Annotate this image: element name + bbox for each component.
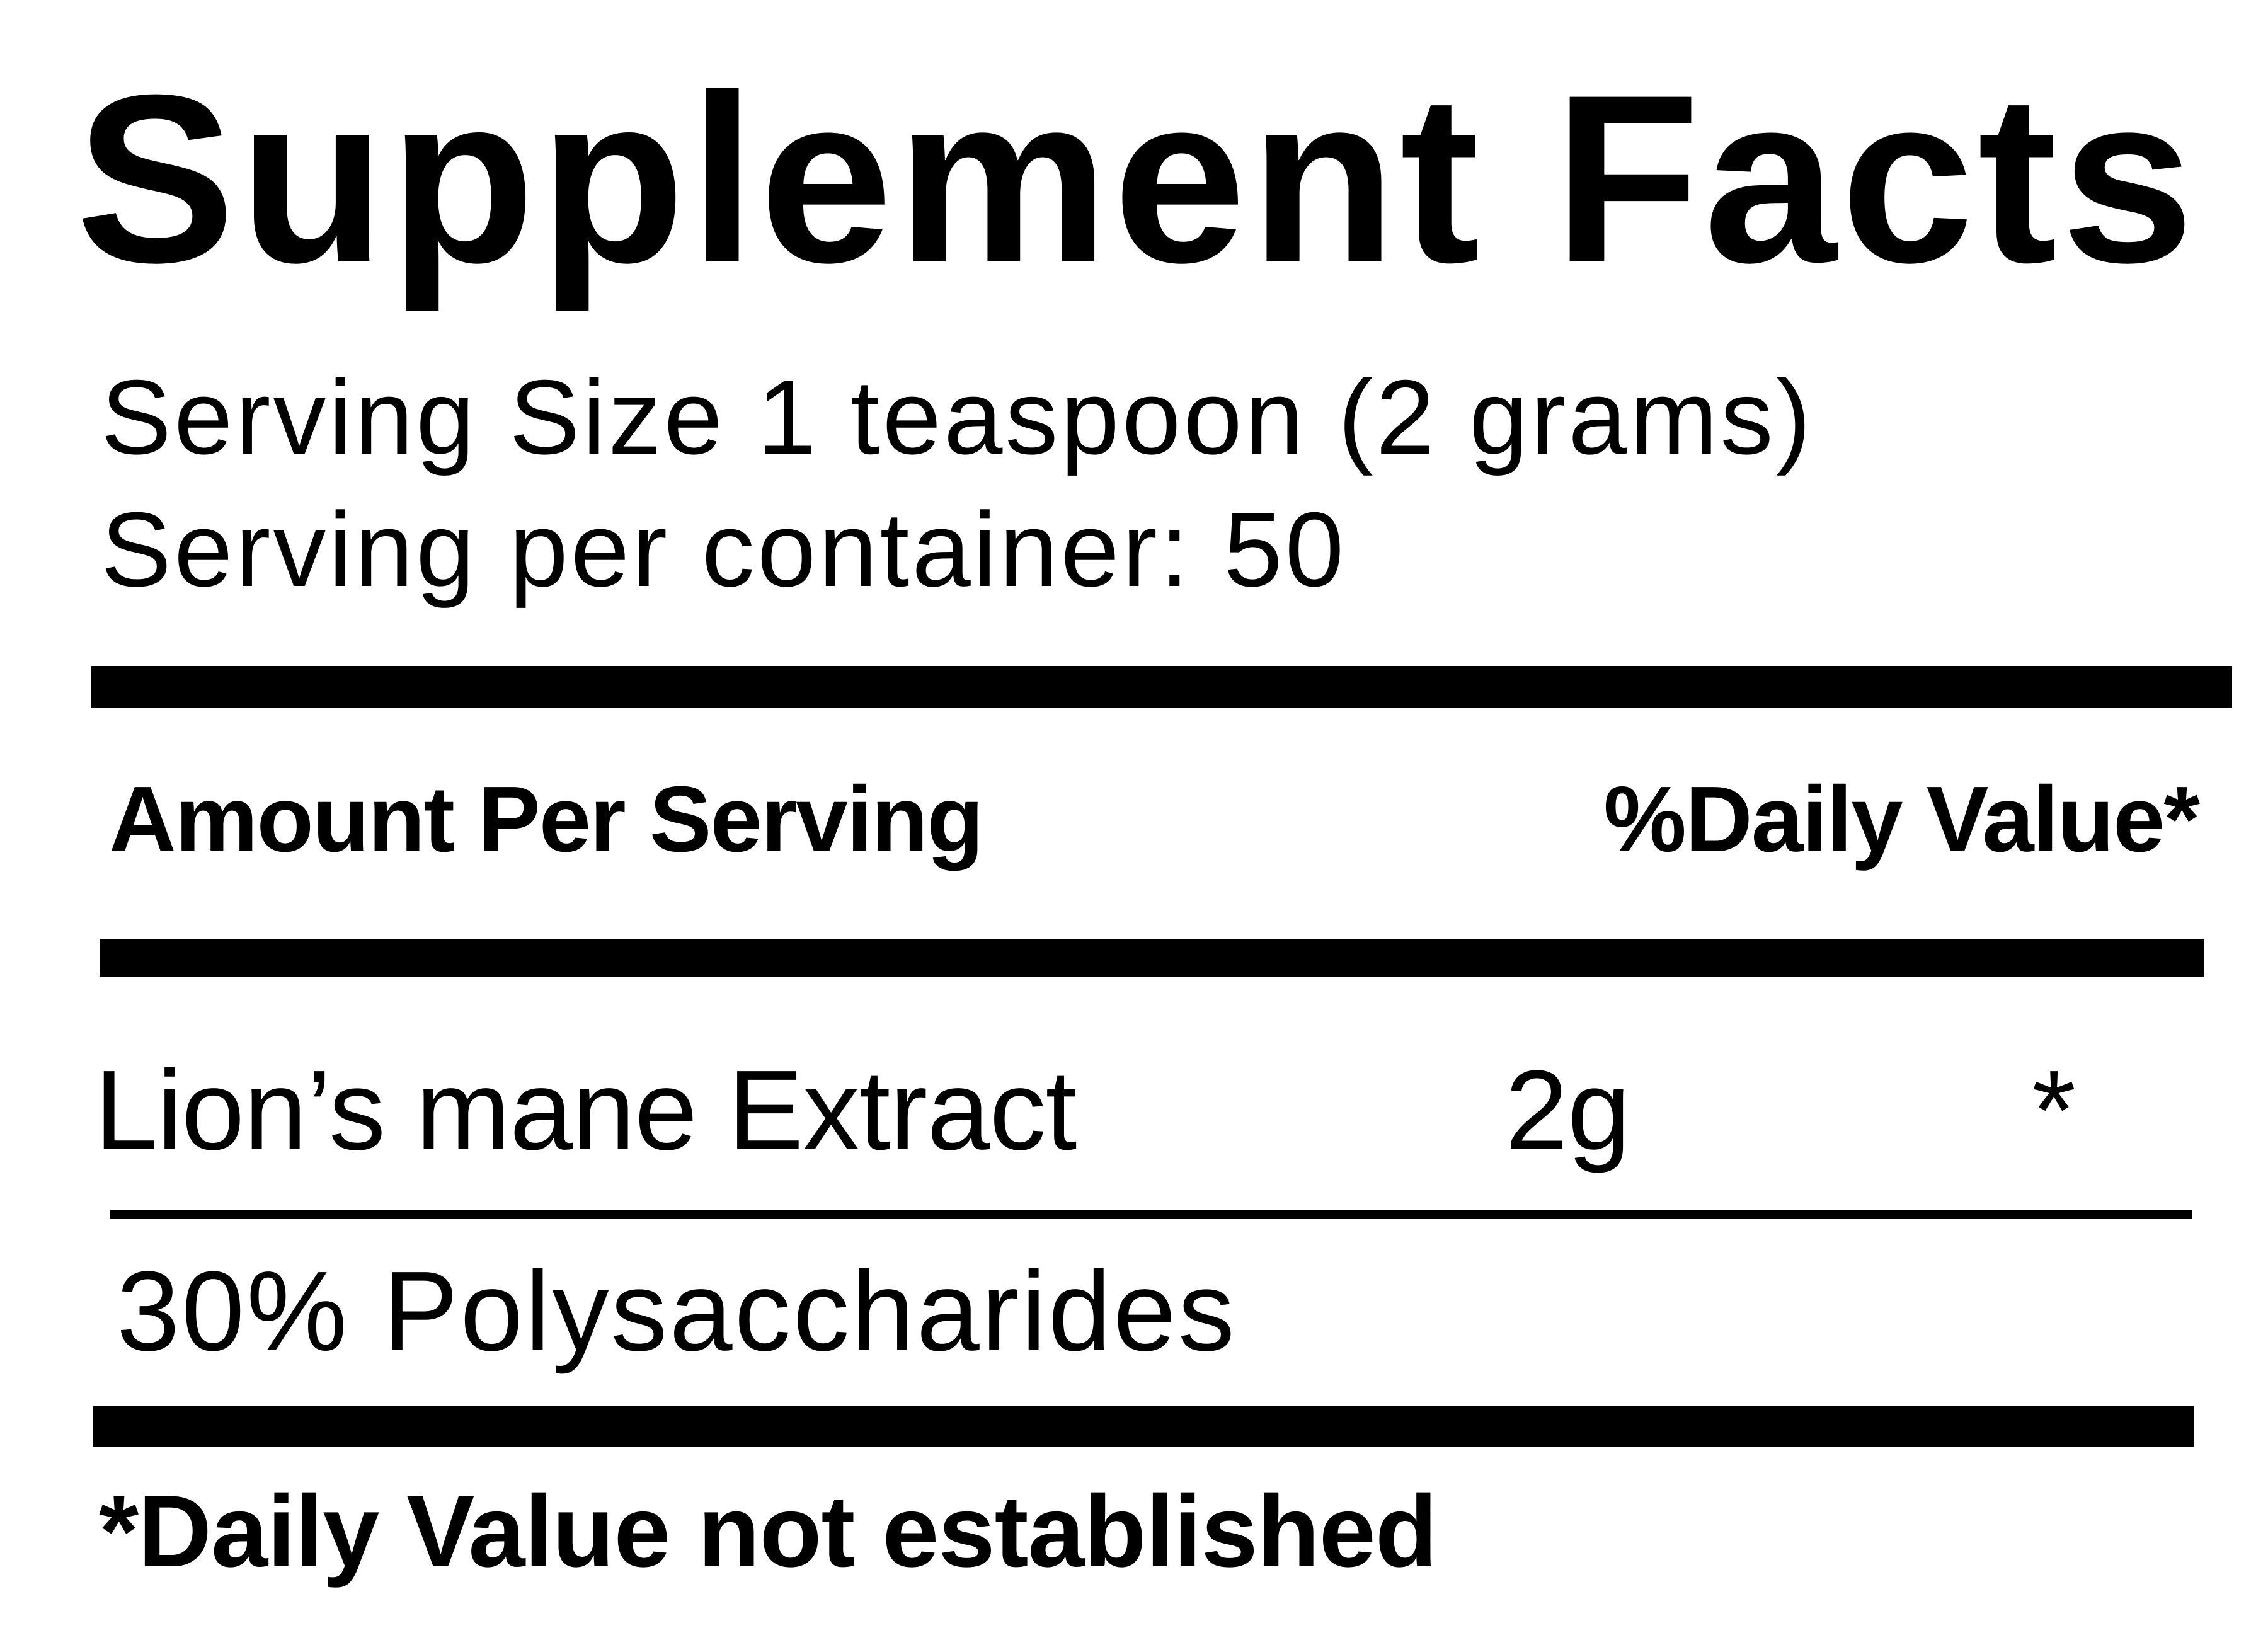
amount-per-serving-header: Amount Per Serving [109,767,984,871]
footnote: *Daily Value not established [99,1474,1438,1588]
ingredient-name: 30% Polysaccharides [117,1248,1237,1375]
ingredient-amount: 2g [1505,1047,1630,1174]
label-title: Supplement Facts [76,45,2198,313]
serving-size: Serving Size 1 teaspoon (2 grams) [101,358,1814,476]
thick-divider [91,666,2232,708]
servings-per-container: Serving per container: 50 [101,490,1347,609]
ingredient-name: Lion’s mane Extract [94,1047,1077,1174]
daily-value-header: %Daily Value* [1603,767,2200,871]
thick-divider [100,939,2204,977]
thick-divider [93,1406,2194,1447]
ingredient-daily-value: * [2032,1047,2076,1174]
thin-divider [110,1210,2192,1219]
